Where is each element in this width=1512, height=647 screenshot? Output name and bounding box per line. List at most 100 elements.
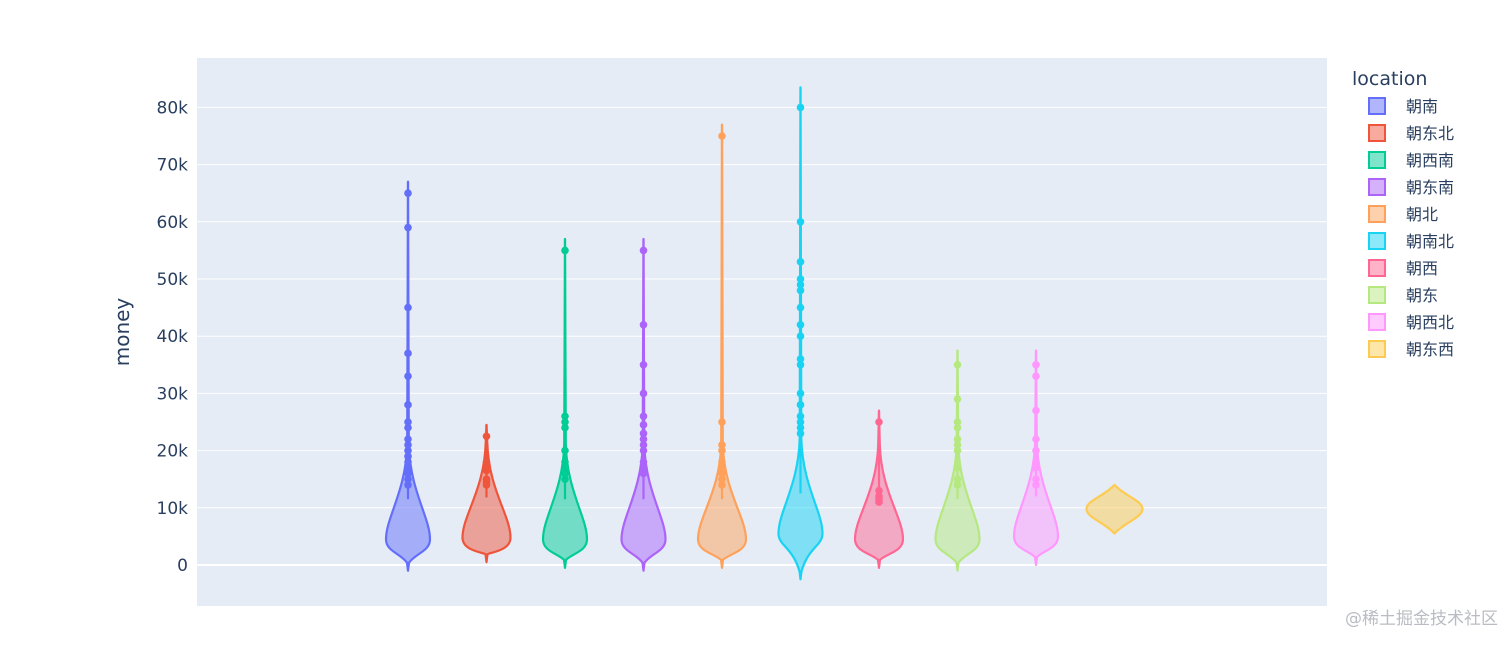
legend-item[interactable]: 朝西北: [1368, 313, 1454, 332]
y-tick-label: 60k: [157, 213, 189, 233]
legend-label: 朝西南: [1406, 151, 1454, 170]
outlier-point: [639, 458, 648, 466]
outlier-point: [561, 412, 569, 421]
violin-2: [461, 423, 512, 564]
outlier-point: [404, 303, 412, 312]
legend-item[interactable]: 朝东北: [1368, 124, 1454, 143]
watermark: @稀土掘金技术社区: [1345, 609, 1498, 629]
outlier-point: [639, 320, 648, 329]
violin-4: [620, 237, 667, 572]
legend-label: 朝西: [1406, 259, 1438, 278]
y-tick-label: 0: [177, 556, 188, 576]
outlier-point: [953, 435, 962, 443]
outlier-point: [561, 463, 569, 472]
legend-label: 朝西北: [1406, 313, 1454, 332]
outlier-point: [796, 418, 805, 426]
outlier-point: [718, 475, 726, 484]
outlier-point: [796, 423, 805, 432]
y-tick-label: 40k: [157, 327, 189, 347]
legend-item[interactable]: 朝东西: [1368, 340, 1454, 359]
outlier-point: [796, 258, 805, 266]
outlier-point: [718, 469, 726, 478]
outlier-point: [1032, 372, 1040, 381]
outlier-point: [639, 412, 648, 421]
violin-6: [777, 86, 824, 581]
outlier-point: [1032, 463, 1040, 472]
y-axis-title: money: [110, 298, 134, 367]
violin-10: [1085, 483, 1144, 535]
outlier-point: [639, 389, 648, 398]
legend-label: 朝南北: [1406, 232, 1454, 251]
outlier-point: [639, 469, 648, 478]
outlier-point: [875, 498, 883, 506]
legend-label: 朝北: [1406, 205, 1438, 224]
outlier-point: [796, 286, 805, 295]
legend-swatch: [1368, 340, 1386, 358]
outlier-point: [404, 452, 412, 461]
plot-background: [197, 58, 1327, 606]
violin-1: [384, 180, 432, 572]
outlier-point: [953, 418, 962, 426]
outlier-point: [1032, 481, 1040, 489]
y-tick-label: 70k: [157, 156, 189, 176]
outlier-point: [1032, 406, 1040, 415]
outlier-point: [1032, 435, 1040, 443]
outlier-point: [404, 189, 412, 197]
outlier-point: [796, 361, 805, 369]
outlier-point: [639, 246, 648, 255]
legend-item[interactable]: 朝西: [1368, 259, 1438, 278]
outlier-point: [482, 466, 491, 475]
outlier-point: [482, 458, 491, 466]
outlier-point: [1032, 475, 1040, 484]
outlier-point: [1032, 446, 1040, 455]
legend-item[interactable]: 朝东南: [1368, 178, 1454, 197]
outlier-point: [482, 481, 491, 489]
y-tick-label: 50k: [157, 270, 189, 290]
outlier-point: [875, 418, 883, 426]
outlier-point: [639, 435, 648, 443]
outlier-point: [561, 246, 569, 255]
outlier-point: [718, 463, 726, 472]
legend-item[interactable]: 朝西南: [1368, 151, 1454, 170]
outlier-point: [953, 481, 962, 489]
outlier-point: [561, 458, 569, 466]
y-gridlines: [197, 106, 1327, 566]
outlier-point: [796, 332, 805, 341]
y-tick-label: 80k: [157, 98, 189, 118]
legend-item[interactable]: 朝南: [1368, 97, 1438, 116]
outlier-point: [404, 475, 412, 484]
legend-label: 朝南: [1406, 97, 1438, 116]
outlier-point: [718, 132, 726, 140]
outlier-point: [404, 463, 412, 472]
outlier-point: [561, 423, 569, 432]
outlier-point: [796, 103, 805, 112]
outlier-point: [404, 372, 412, 381]
violins: [384, 86, 1144, 581]
outlier-point: [718, 481, 726, 489]
outlier-point: [796, 401, 805, 409]
outlier-point: [561, 469, 569, 478]
outlier-point: [404, 446, 412, 455]
legend-swatch: [1368, 286, 1386, 304]
y-tick-label: 30k: [157, 384, 189, 404]
violin-5: [696, 123, 748, 569]
legend-swatch: [1368, 205, 1386, 223]
outlier-point: [796, 412, 805, 421]
outlier-point: [953, 361, 962, 369]
violin-body: [1085, 483, 1144, 535]
legend-item[interactable]: 朝东: [1368, 286, 1438, 305]
legend-item[interactable]: 朝北: [1368, 205, 1438, 224]
violin-7: [853, 409, 905, 569]
outlier-point: [404, 441, 412, 449]
legend-item[interactable]: 朝南北: [1368, 232, 1454, 251]
outlier-point: [561, 446, 569, 455]
outlier-point: [953, 446, 962, 455]
outlier-point: [639, 463, 648, 472]
outlier-point: [404, 458, 412, 466]
outlier-point: [639, 441, 648, 449]
legend-swatch: [1368, 97, 1386, 115]
outlier-point: [482, 432, 491, 441]
outlier-point: [953, 475, 962, 484]
